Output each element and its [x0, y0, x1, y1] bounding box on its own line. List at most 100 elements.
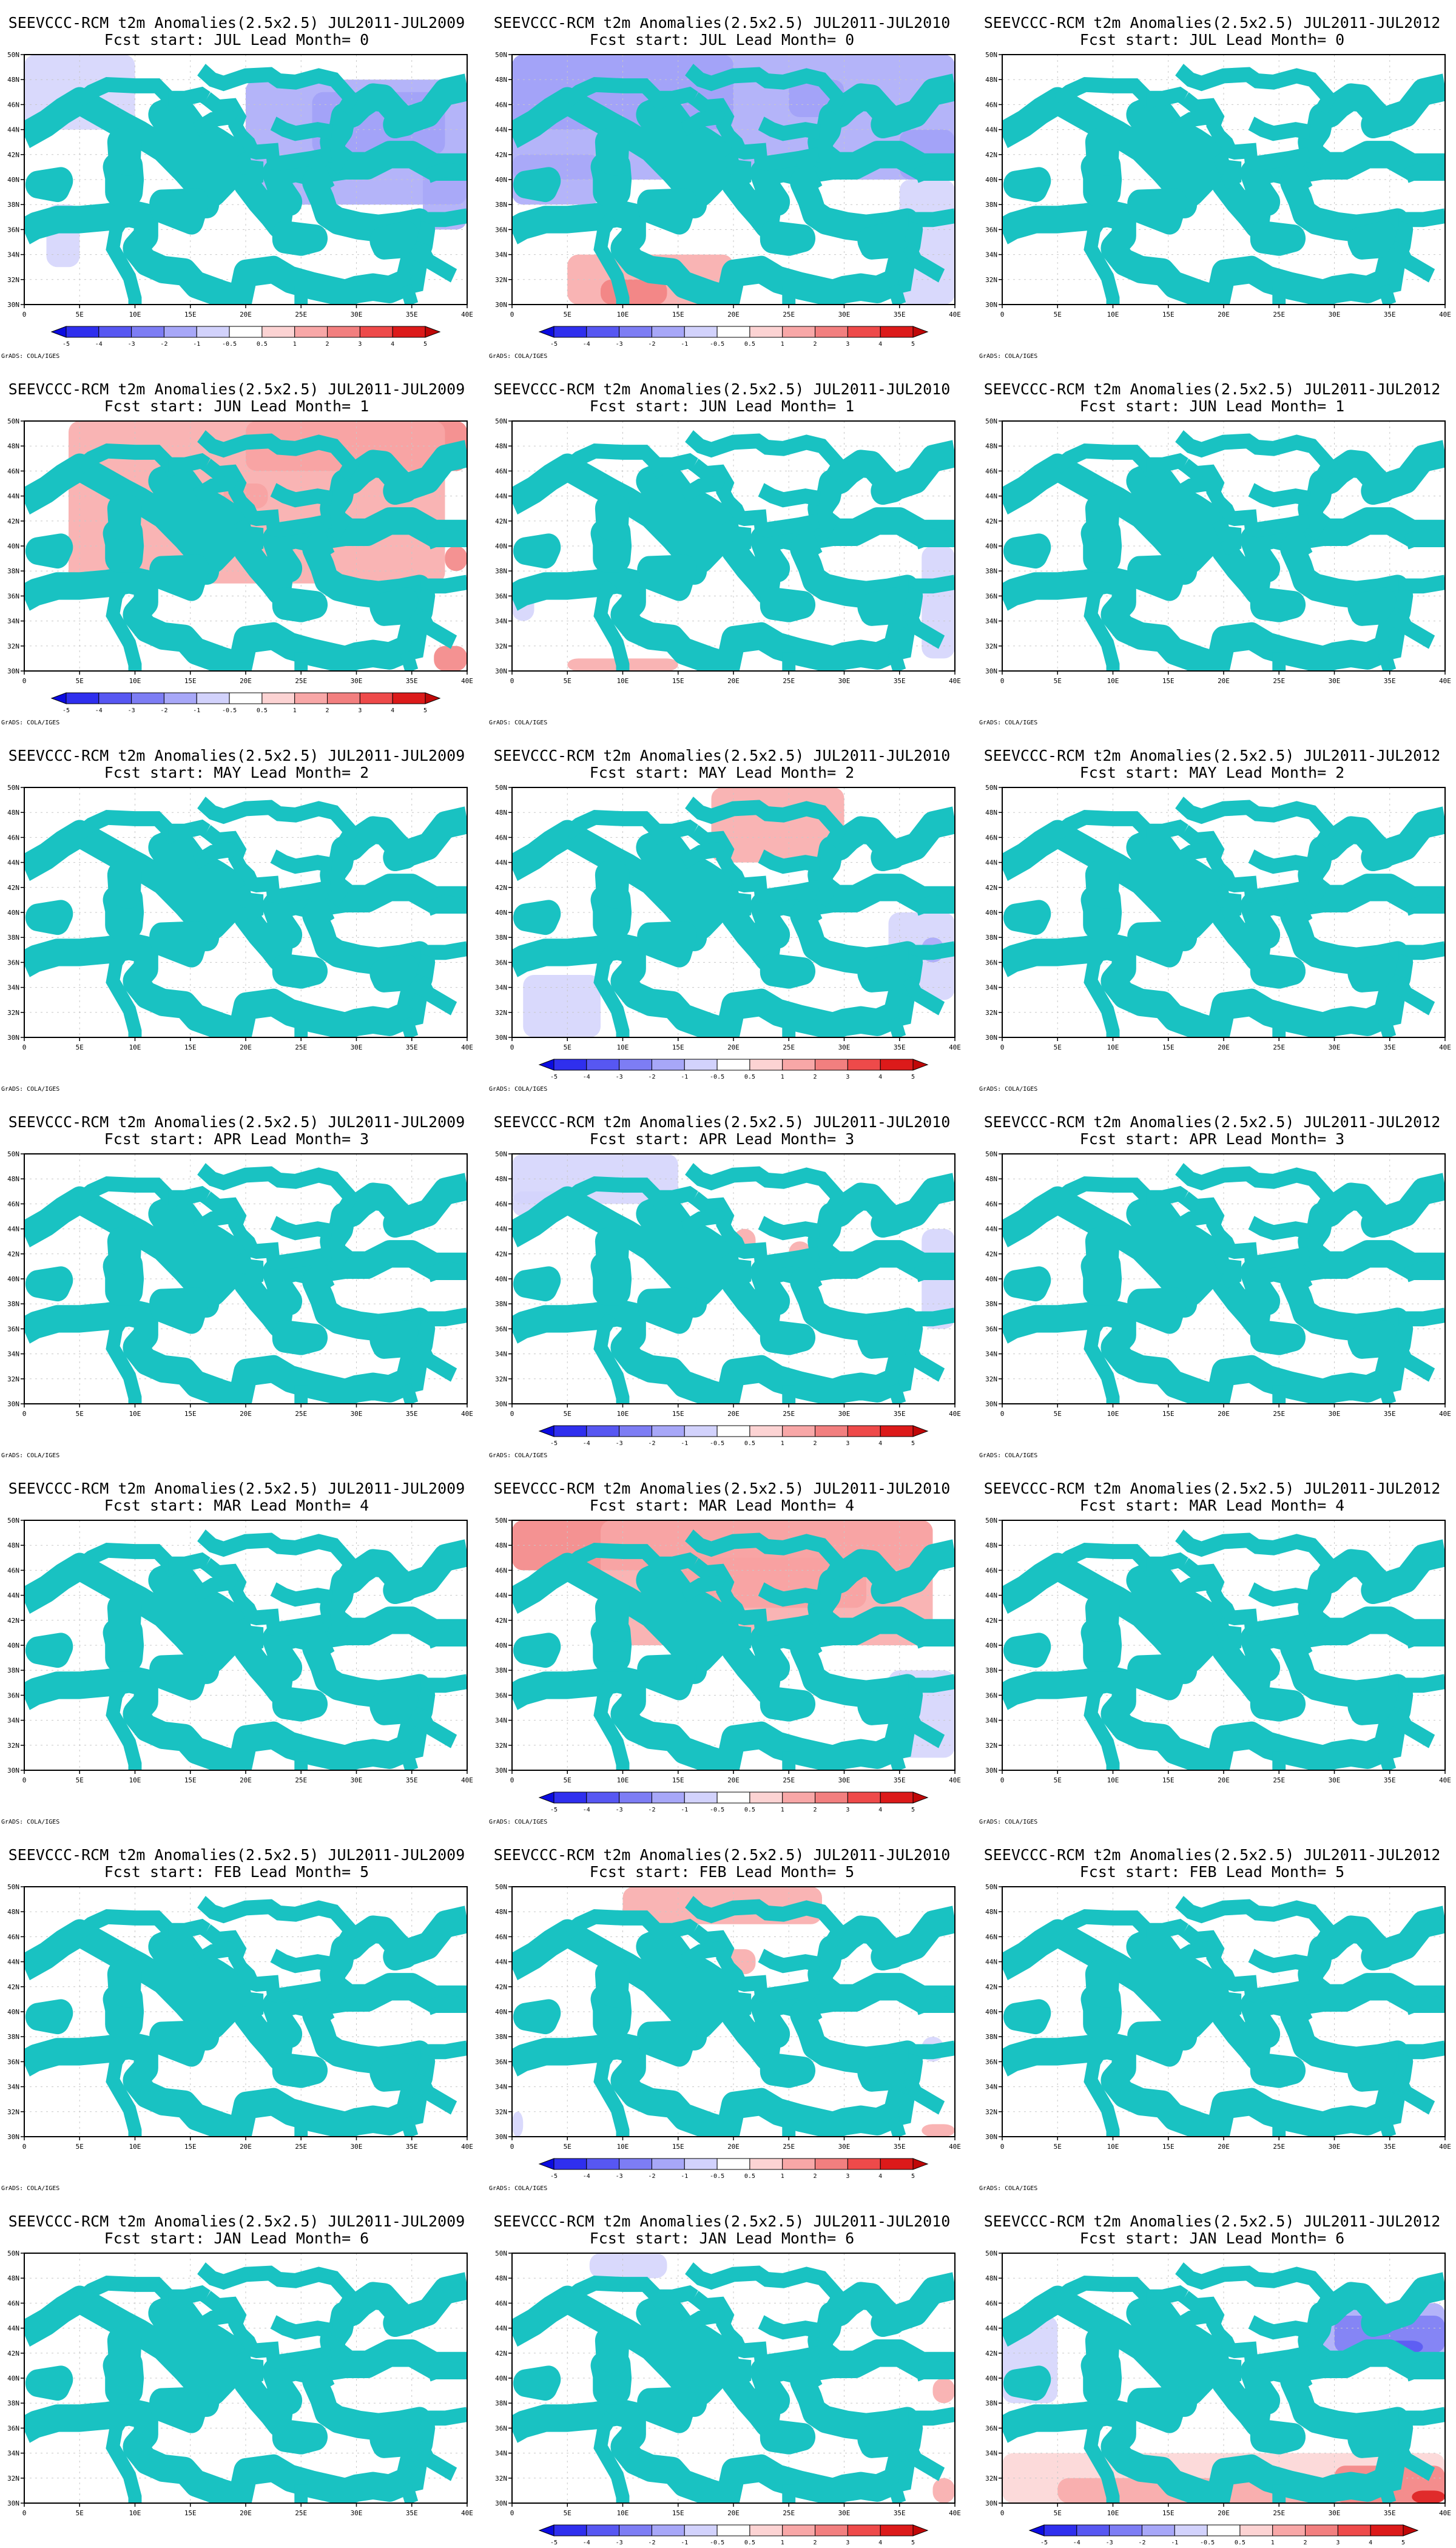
x-tick-label: 15E — [1162, 1043, 1175, 1051]
y-tick-label: 46N — [985, 101, 997, 109]
map-panel: SEEVCCC-RCM t2m Anomalies(2.5x2.5) JUL20… — [979, 1480, 1451, 1825]
colorbar-label: 4 — [878, 2173, 882, 2180]
map-area — [512, 787, 955, 1037]
colorbar-segment — [749, 1791, 783, 1804]
colorbar-segment — [98, 692, 132, 704]
x-tick-label: 10E — [129, 2509, 141, 2517]
colorbar-segment — [684, 2158, 718, 2170]
map-panel: SEEVCCC-RCM t2m Anomalies(2.5x2.5) JUL20… — [489, 380, 961, 726]
y-tick-label: 44N — [7, 1592, 19, 1600]
y-tick-label: 40N — [7, 1642, 19, 1650]
colorbar-segment — [553, 1791, 587, 1804]
x-tick-label: 10E — [617, 1043, 629, 1051]
colorbar: -5 -4 -3 -2 -1 -0.5 0.5 1 2 3 4 5 — [538, 1059, 929, 1080]
x-tick-label: 5E — [564, 1776, 571, 1784]
colorbar-segment — [815, 1059, 848, 1071]
y-tick-label: 44N — [7, 1958, 19, 1966]
y-tick-label: 34N — [7, 2083, 19, 2091]
colorbar-segment — [651, 1425, 685, 1437]
map-area — [24, 2253, 467, 2503]
colorbar-segment — [684, 326, 718, 338]
colorbar-segment — [782, 1791, 816, 1804]
x-tick-label: 10E — [1107, 2509, 1119, 2517]
colorbar-segment — [1239, 2524, 1273, 2536]
x-tick-label: 20E — [727, 2143, 740, 2151]
y-tick-label: 44N — [495, 2325, 507, 2333]
panel-subtitle: Fcst start: JUL Lead Month= 0 — [104, 31, 369, 49]
colorbar-segment — [684, 2524, 718, 2536]
panel-title: SEEVCCC-RCM t2m Anomalies(2.5x2.5) JUL20… — [494, 1480, 951, 1497]
grads-credit: GrADS: COLA/IGES — [1, 1819, 59, 1825]
colorbar-segment — [538, 1791, 554, 1804]
colorbar-label: -0.5 — [710, 1074, 724, 1080]
colorbar-segment — [586, 326, 620, 338]
colorbar-segment — [716, 2158, 750, 2170]
colorbar-label: -2 — [648, 1807, 655, 1813]
colorbar-segment — [716, 2524, 750, 2536]
grads-credit: GrADS: COLA/IGES — [979, 720, 1037, 726]
y-tick-label: 38N — [495, 2399, 507, 2407]
y-tick-label: 44N — [985, 1225, 997, 1233]
colorbar-label: 4 — [391, 341, 394, 348]
x-tick-label: 35E — [894, 1776, 906, 1784]
y-tick-label: 34N — [7, 618, 19, 625]
anomaly-region — [512, 2111, 524, 2137]
y-tick-label: 36N — [985, 1325, 997, 1333]
y-tick-label: 34N — [985, 2083, 997, 2091]
colorbar-segment — [912, 1059, 929, 1071]
y-tick-label: 48N — [985, 809, 997, 817]
y-tick-label: 30N — [495, 2499, 507, 2507]
colorbar-label: -5 — [62, 707, 70, 714]
y-tick-label: 46N — [7, 101, 19, 109]
x-tick-label: 35E — [406, 1776, 418, 1784]
colorbar-segment — [749, 1425, 783, 1437]
colorbar-label: 1 — [293, 341, 297, 348]
x-tick-label: 15E — [1162, 1410, 1175, 1418]
x-tick-label: 0 — [510, 1043, 514, 1051]
x-tick-label: 30E — [351, 1776, 363, 1784]
colorbar-segment — [716, 326, 750, 338]
x-tick-label: 25E — [295, 311, 307, 318]
x-tick-label: 30E — [838, 677, 851, 685]
y-tick-label: 44N — [7, 1225, 19, 1233]
y-tick-label: 38N — [985, 2033, 997, 2041]
y-tick-label: 44N — [7, 493, 19, 500]
colorbar-segment — [880, 1425, 914, 1437]
x-tick-label: 15E — [184, 1410, 197, 1418]
y-tick-label: 50N — [985, 2250, 997, 2257]
colorbar-segment — [66, 326, 99, 338]
y-tick-label: 50N — [7, 1517, 19, 1525]
x-tick-label: 25E — [1273, 311, 1285, 318]
colorbar-label: 2 — [814, 2173, 817, 2180]
x-tick-label: 15E — [672, 677, 684, 685]
colorbar-label: 3 — [358, 707, 362, 714]
y-tick-label: 42N — [495, 517, 507, 525]
x-tick-label: 25E — [783, 2509, 795, 2517]
x-tick-label: 5E — [76, 311, 84, 318]
x-tick-label: 15E — [672, 2509, 684, 2517]
y-tick-label: 44N — [985, 1592, 997, 1600]
grads-credit: GrADS: COLA/IGES — [489, 2185, 547, 2192]
x-tick-label: 15E — [184, 1776, 197, 1784]
y-tick-label: 50N — [985, 1517, 997, 1525]
colorbar-segment — [1305, 2524, 1338, 2536]
y-tick-label: 46N — [495, 834, 507, 841]
y-tick-label: 50N — [495, 1883, 507, 1891]
x-tick-label: 30E — [1329, 677, 1341, 685]
y-tick-label: 42N — [985, 1617, 997, 1625]
colorbar-segment — [651, 2524, 685, 2536]
colorbar-label: 0.5 — [257, 707, 268, 714]
y-tick-label: 50N — [985, 1150, 997, 1158]
x-tick-label: 25E — [783, 1043, 795, 1051]
colorbar-label: 1 — [293, 707, 297, 714]
colorbar-segment — [425, 326, 441, 338]
x-tick-label: 40E — [1439, 2143, 1451, 2151]
y-tick-label: 30N — [985, 301, 997, 309]
colorbar-segment — [553, 2158, 587, 2170]
y-tick-label: 50N — [985, 51, 997, 59]
colorbar-label: -5 — [550, 1807, 558, 1813]
x-tick-label: 40E — [1439, 1043, 1451, 1051]
colorbar-label: 1 — [781, 2173, 784, 2180]
panel-subtitle: Fcst start: JUN Lead Month= 1 — [104, 397, 369, 415]
anomaly-region — [1412, 2490, 1445, 2503]
